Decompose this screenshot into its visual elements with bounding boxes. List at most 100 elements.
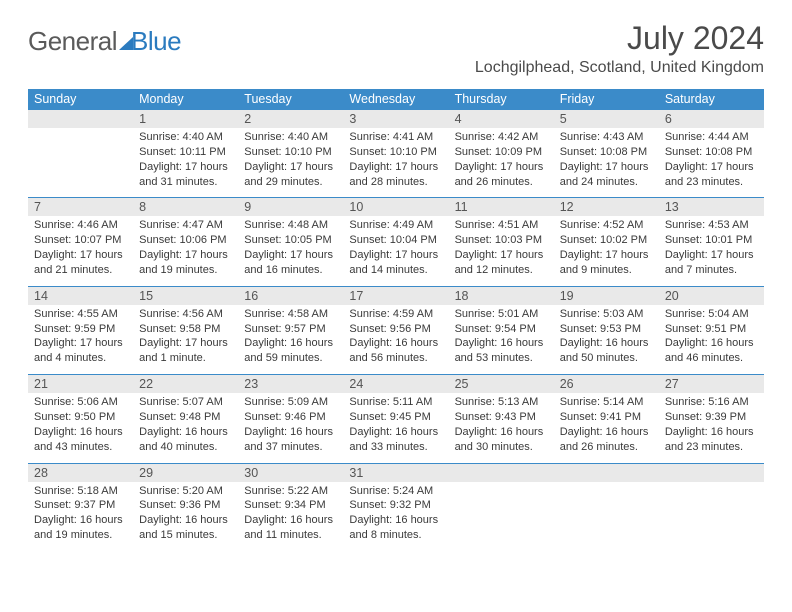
day-number: 25	[449, 375, 554, 394]
daylight-line: Daylight: 17 hours and 16 minutes.	[244, 248, 337, 278]
day-number: 15	[133, 286, 238, 305]
day-number	[554, 463, 659, 482]
sunrise-line: Sunrise: 5:01 AM	[455, 307, 548, 322]
day-cell: Sunrise: 4:46 AMSunset: 10:07 PMDaylight…	[28, 216, 133, 286]
daylight-line: Daylight: 17 hours and 28 minutes.	[349, 160, 442, 190]
daylight-line: Daylight: 17 hours and 9 minutes.	[560, 248, 653, 278]
day-cell: Sunrise: 5:22 AMSunset: 9:34 PMDaylight:…	[238, 482, 343, 551]
daylight-line: Daylight: 16 hours and 46 minutes.	[665, 336, 758, 366]
sunrise-line: Sunrise: 4:40 AM	[244, 130, 337, 145]
daylight-line: Daylight: 17 hours and 19 minutes.	[139, 248, 232, 278]
daynum-row: 21222324252627	[28, 375, 764, 394]
day-number: 11	[449, 198, 554, 217]
daylight-line: Daylight: 17 hours and 4 minutes.	[34, 336, 127, 366]
day-number: 6	[659, 110, 764, 129]
daylight-line: Daylight: 17 hours and 12 minutes.	[455, 248, 548, 278]
day-number: 26	[554, 375, 659, 394]
day-number: 5	[554, 110, 659, 129]
day-header: Saturday	[659, 89, 764, 110]
sunrise-line: Sunrise: 4:42 AM	[455, 130, 548, 145]
day-number: 8	[133, 198, 238, 217]
daynum-row: 14151617181920	[28, 286, 764, 305]
sunrise-line: Sunrise: 5:13 AM	[455, 395, 548, 410]
day-header: Thursday	[449, 89, 554, 110]
day-number: 3	[343, 110, 448, 129]
day-header: Sunday	[28, 89, 133, 110]
sunset-line: Sunset: 9:54 PM	[455, 322, 548, 337]
daynum-row: 123456	[28, 110, 764, 129]
content-row: Sunrise: 4:55 AMSunset: 9:59 PMDaylight:…	[28, 305, 764, 375]
sunset-line: Sunset: 10:10 PM	[349, 145, 442, 160]
daylight-line: Daylight: 16 hours and 30 minutes.	[455, 425, 548, 455]
daylight-line: Daylight: 16 hours and 43 minutes.	[34, 425, 127, 455]
day-number: 18	[449, 286, 554, 305]
day-number: 31	[343, 463, 448, 482]
daylight-line: Daylight: 16 hours and 23 minutes.	[665, 425, 758, 455]
sunrise-line: Sunrise: 4:46 AM	[34, 218, 127, 233]
sunrise-line: Sunrise: 4:49 AM	[349, 218, 442, 233]
sunset-line: Sunset: 9:56 PM	[349, 322, 442, 337]
daylight-line: Daylight: 16 hours and 26 minutes.	[560, 425, 653, 455]
day-number: 12	[554, 198, 659, 217]
daylight-line: Daylight: 17 hours and 14 minutes.	[349, 248, 442, 278]
day-number: 21	[28, 375, 133, 394]
sunset-line: Sunset: 9:48 PM	[139, 410, 232, 425]
sunrise-line: Sunrise: 5:09 AM	[244, 395, 337, 410]
daylight-line: Daylight: 16 hours and 11 minutes.	[244, 513, 337, 543]
day-cell: Sunrise: 4:47 AMSunset: 10:06 PMDaylight…	[133, 216, 238, 286]
content-row: Sunrise: 5:18 AMSunset: 9:37 PMDaylight:…	[28, 482, 764, 551]
day-cell: Sunrise: 4:42 AMSunset: 10:09 PMDaylight…	[449, 128, 554, 198]
sunset-line: Sunset: 10:03 PM	[455, 233, 548, 248]
day-number: 13	[659, 198, 764, 217]
day-number	[449, 463, 554, 482]
sunset-line: Sunset: 10:10 PM	[244, 145, 337, 160]
day-number: 9	[238, 198, 343, 217]
day-header: Monday	[133, 89, 238, 110]
day-number: 7	[28, 198, 133, 217]
sunset-line: Sunset: 9:50 PM	[34, 410, 127, 425]
day-cell: Sunrise: 5:01 AMSunset: 9:54 PMDaylight:…	[449, 305, 554, 375]
day-cell: Sunrise: 5:16 AMSunset: 9:39 PMDaylight:…	[659, 393, 764, 463]
day-cell: Sunrise: 4:52 AMSunset: 10:02 PMDaylight…	[554, 216, 659, 286]
daylight-line: Daylight: 16 hours and 15 minutes.	[139, 513, 232, 543]
logo-text-blue: Blue	[131, 26, 181, 57]
sunset-line: Sunset: 10:04 PM	[349, 233, 442, 248]
sunset-line: Sunset: 9:45 PM	[349, 410, 442, 425]
day-number: 27	[659, 375, 764, 394]
sunset-line: Sunset: 10:11 PM	[139, 145, 232, 160]
day-number: 29	[133, 463, 238, 482]
sunset-line: Sunset: 9:51 PM	[665, 322, 758, 337]
day-cell: Sunrise: 4:40 AMSunset: 10:10 PMDaylight…	[238, 128, 343, 198]
sunset-line: Sunset: 9:53 PM	[560, 322, 653, 337]
sunrise-line: Sunrise: 5:06 AM	[34, 395, 127, 410]
sunset-line: Sunset: 9:57 PM	[244, 322, 337, 337]
sunset-line: Sunset: 9:46 PM	[244, 410, 337, 425]
day-number: 28	[28, 463, 133, 482]
daylight-line: Daylight: 16 hours and 33 minutes.	[349, 425, 442, 455]
day-cell: Sunrise: 4:48 AMSunset: 10:05 PMDaylight…	[238, 216, 343, 286]
sunset-line: Sunset: 10:08 PM	[665, 145, 758, 160]
sunset-line: Sunset: 10:05 PM	[244, 233, 337, 248]
sunrise-line: Sunrise: 4:52 AM	[560, 218, 653, 233]
day-number: 24	[343, 375, 448, 394]
day-cell: Sunrise: 5:04 AMSunset: 9:51 PMDaylight:…	[659, 305, 764, 375]
day-cell: Sunrise: 5:11 AMSunset: 9:45 PMDaylight:…	[343, 393, 448, 463]
content-row: Sunrise: 5:06 AMSunset: 9:50 PMDaylight:…	[28, 393, 764, 463]
day-number: 19	[554, 286, 659, 305]
daylight-line: Daylight: 16 hours and 8 minutes.	[349, 513, 442, 543]
daylight-line: Daylight: 17 hours and 29 minutes.	[244, 160, 337, 190]
day-cell: Sunrise: 4:56 AMSunset: 9:58 PMDaylight:…	[133, 305, 238, 375]
sunrise-line: Sunrise: 5:03 AM	[560, 307, 653, 322]
sunrise-line: Sunrise: 4:53 AM	[665, 218, 758, 233]
daylight-line: Daylight: 17 hours and 1 minute.	[139, 336, 232, 366]
sunset-line: Sunset: 9:37 PM	[34, 498, 127, 513]
content-row: Sunrise: 4:46 AMSunset: 10:07 PMDaylight…	[28, 216, 764, 286]
daylight-line: Daylight: 16 hours and 53 minutes.	[455, 336, 548, 366]
day-cell: Sunrise: 4:53 AMSunset: 10:01 PMDaylight…	[659, 216, 764, 286]
day-header: Friday	[554, 89, 659, 110]
page-header: General Blue July 2024 Lochgilphead, Sco…	[28, 20, 764, 83]
sunrise-line: Sunrise: 4:58 AM	[244, 307, 337, 322]
daylight-line: Daylight: 17 hours and 24 minutes.	[560, 160, 653, 190]
day-header-row: Sunday Monday Tuesday Wednesday Thursday…	[28, 89, 764, 110]
day-header: Tuesday	[238, 89, 343, 110]
